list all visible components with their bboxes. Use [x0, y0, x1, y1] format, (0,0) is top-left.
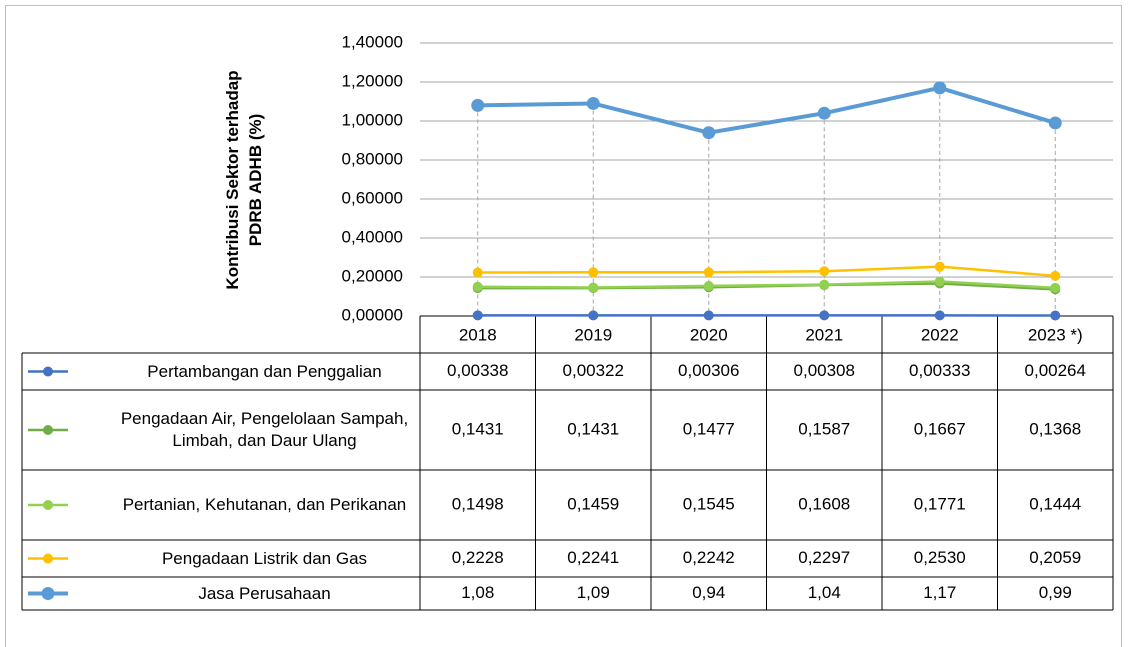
chart-frame	[5, 5, 1122, 647]
data-label: 0,99	[1039, 583, 1072, 602]
data-label: 1,04	[808, 583, 841, 602]
data-label: 0,2242	[683, 548, 735, 567]
series-line	[477, 280, 1056, 290]
data-label: 0,2297	[798, 548, 850, 567]
data-label: 0,1771	[914, 494, 966, 513]
data-label: 0,1498	[452, 494, 504, 513]
legend-marker	[43, 366, 53, 377]
y-tick-label: 0,40000	[342, 227, 403, 246]
legend-marker	[43, 553, 53, 564]
point	[1048, 116, 1062, 130]
point	[472, 281, 483, 292]
y-axis-label-line: PDRB ADHB (%)	[246, 114, 265, 247]
point	[817, 106, 831, 120]
y-tick-label: 0,00000	[342, 305, 403, 324]
point	[1050, 310, 1061, 321]
x-tick-label: 2019	[574, 325, 612, 344]
point	[471, 98, 485, 112]
legend-marker	[41, 587, 55, 600]
legend-label: Jasa Perusahaan	[198, 583, 331, 603]
point	[934, 310, 945, 321]
data-label: 0,1608	[798, 494, 850, 513]
y-axis-label-line: Kontribusi Sektor terhadap	[223, 70, 242, 289]
legend-label: Pengadaan Air, Pengelolaan Sampah, Limba…	[120, 409, 409, 450]
legend-cell: Pertanian, Kehutanan, dan Perikanan	[122, 495, 407, 514]
point	[588, 310, 599, 321]
data-label: 1,08	[461, 583, 494, 602]
x-tick-label: 2022	[921, 325, 959, 344]
point	[702, 126, 716, 140]
data-label: 0,00264	[1025, 361, 1086, 380]
data-label: 0,1444	[1029, 494, 1081, 513]
y-tick-label: 1,20000	[342, 71, 403, 90]
legend-cell: Pengadaan Air, Pengelolaan Sampah, Limba…	[120, 409, 409, 450]
data-label: 1,09	[577, 583, 610, 602]
point	[934, 276, 945, 287]
point	[472, 310, 483, 321]
data-label: 0,00333	[909, 361, 970, 380]
point	[586, 96, 600, 110]
point	[703, 267, 714, 278]
data-label: 0,1667	[914, 419, 966, 438]
legend-label: Pertambangan dan Penggalian	[147, 361, 382, 381]
y-tick-label: 1,00000	[342, 110, 403, 129]
point	[588, 282, 599, 293]
legend-cell: Pengadaan Listrik dan Gas	[161, 548, 368, 568]
point	[1050, 270, 1061, 281]
data-label: 0,1477	[683, 419, 735, 438]
legend-label: Pengadaan Listrik dan Gas	[161, 548, 368, 568]
data-label: 0,1545	[683, 494, 735, 513]
y-tick-label: 0,60000	[342, 188, 403, 207]
y-tick-label: 0,20000	[342, 266, 403, 285]
data-label: 0,1587	[798, 419, 850, 438]
legend-marker	[43, 425, 53, 435]
data-label: 0,1431	[567, 419, 619, 438]
data-label: 0,00306	[678, 361, 739, 380]
legend-cell: Pertambangan dan Penggalian	[147, 361, 382, 381]
data-label: 0,1431	[452, 419, 504, 438]
y-axis-label: Kontribusi Sektor terhadap PDRB ADHB (%)	[223, 70, 265, 289]
data-label: 0,00338	[447, 361, 508, 380]
point	[1050, 282, 1061, 293]
point	[819, 279, 830, 290]
legend-cell: Jasa Perusahaan	[198, 583, 331, 603]
series-line	[477, 85, 1056, 135]
data-label: 0,1368	[1029, 419, 1081, 438]
data-label: 1,17	[923, 583, 956, 602]
point	[934, 261, 945, 272]
legend-label: Pertanian, Kehutanan, dan Perikanan	[122, 495, 407, 514]
point	[819, 266, 830, 277]
data-label: 0,2530	[914, 548, 966, 567]
point	[588, 267, 599, 278]
point	[703, 310, 714, 321]
data-label: 0,2228	[452, 548, 504, 567]
x-tick-label: 2020	[690, 325, 728, 344]
data-label: 0,2059	[1029, 548, 1081, 567]
point	[472, 267, 483, 278]
point	[819, 310, 830, 321]
data-label: 0,1459	[567, 494, 619, 513]
data-label: 0,00308	[794, 361, 855, 380]
x-tick-label: 2021	[805, 325, 843, 344]
y-tick-label: 1,40000	[342, 32, 403, 51]
legend-marker	[43, 500, 53, 510]
point	[933, 81, 947, 95]
point	[703, 280, 714, 291]
series-line	[477, 265, 1056, 278]
x-tick-label: 2018	[459, 325, 497, 344]
data-label: 0,00322	[563, 361, 624, 380]
y-tick-label: 0,80000	[342, 149, 403, 168]
data-label: 0,2241	[567, 548, 619, 567]
x-tick-label: 2023 *)	[1028, 325, 1083, 344]
data-label: 0,94	[692, 583, 725, 602]
